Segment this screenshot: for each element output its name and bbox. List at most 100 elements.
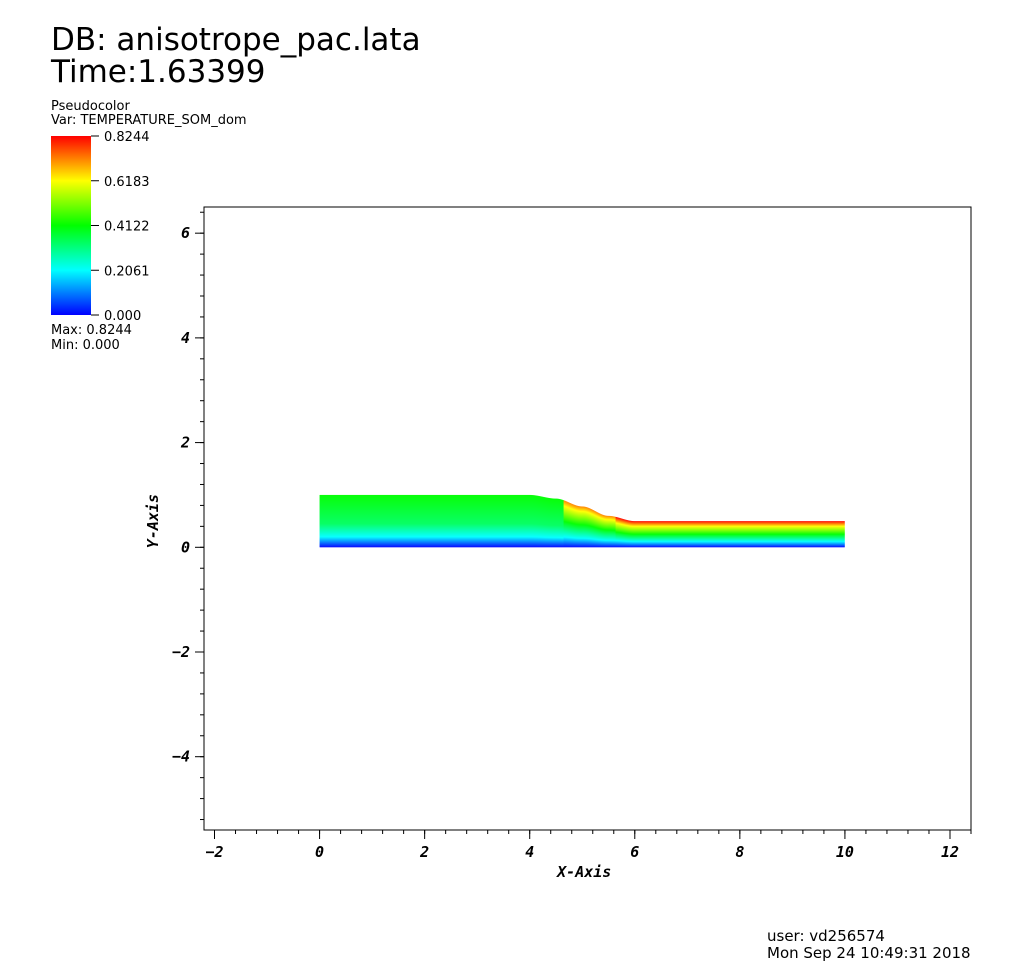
field-column xyxy=(807,521,809,548)
field-column xyxy=(568,502,570,548)
field-column xyxy=(735,521,737,548)
field-column xyxy=(758,521,760,548)
field-column xyxy=(469,494,471,548)
field-column xyxy=(785,521,787,548)
field-column xyxy=(602,514,604,548)
field-column xyxy=(775,521,777,548)
field-column xyxy=(808,521,810,548)
field-column xyxy=(351,494,353,548)
field-column xyxy=(387,494,389,548)
field-column xyxy=(549,498,551,548)
field-column xyxy=(609,515,611,548)
field-column xyxy=(463,494,465,548)
time-title: Time:1.63399 xyxy=(51,54,266,90)
field-column xyxy=(350,494,352,548)
field-column xyxy=(615,516,617,548)
legend-max: Max: 0.8244 xyxy=(51,323,132,338)
colorbar-tick-label: 0.2061 xyxy=(104,264,150,279)
field-column xyxy=(373,494,375,548)
field-column xyxy=(715,521,717,548)
field-column xyxy=(833,521,835,548)
field-column xyxy=(462,494,464,548)
field-column xyxy=(365,494,367,548)
field-column xyxy=(656,521,658,548)
field-column xyxy=(395,494,397,548)
field-column xyxy=(566,501,568,548)
field-column xyxy=(539,496,541,548)
field-column xyxy=(782,521,784,548)
field-column xyxy=(798,521,800,548)
field-column xyxy=(512,494,514,548)
field-column xyxy=(806,521,808,548)
field-column xyxy=(444,494,446,548)
legend-variable: Var: TEMPERATURE_SOM_dom xyxy=(51,113,247,128)
field-column xyxy=(674,521,676,548)
field-column xyxy=(339,494,341,548)
field-column xyxy=(738,521,740,548)
field-column xyxy=(650,521,652,548)
field-column xyxy=(637,521,639,548)
field-column xyxy=(696,521,698,548)
field-column xyxy=(346,494,348,548)
field-column xyxy=(552,498,554,548)
field-column xyxy=(654,521,656,548)
field-column xyxy=(504,494,506,548)
field-column xyxy=(398,494,400,548)
field-column xyxy=(582,506,584,548)
field-column xyxy=(714,521,716,548)
field-column xyxy=(447,494,449,548)
field-column xyxy=(840,521,842,548)
field-column xyxy=(667,521,669,548)
field-column xyxy=(419,494,421,548)
field-column xyxy=(770,521,772,548)
field-column xyxy=(437,494,439,548)
field-column xyxy=(542,496,544,548)
field-column xyxy=(672,521,674,548)
field-column xyxy=(628,520,630,548)
field-column xyxy=(378,494,380,548)
field-column xyxy=(820,521,822,548)
field-column xyxy=(824,521,826,548)
field-column xyxy=(370,494,372,548)
field-column xyxy=(384,494,386,548)
field-column xyxy=(349,494,351,548)
field-column xyxy=(766,521,768,548)
field-column xyxy=(812,521,814,548)
x-tick-label: −2 xyxy=(205,843,223,861)
field-column xyxy=(610,516,612,548)
field-column xyxy=(572,504,574,548)
field-column xyxy=(734,521,736,548)
field-column xyxy=(669,521,671,548)
field-column xyxy=(693,521,695,548)
field-column xyxy=(442,494,444,548)
field-column xyxy=(764,521,766,548)
field-column xyxy=(415,494,417,548)
field-column xyxy=(359,494,361,548)
field-column xyxy=(576,505,578,548)
field-column xyxy=(639,521,641,548)
field-column xyxy=(623,519,625,548)
field-column xyxy=(342,494,344,548)
field-column xyxy=(563,500,565,548)
field-column xyxy=(425,494,427,548)
field-column xyxy=(558,498,560,548)
field-column xyxy=(700,521,702,548)
field-column xyxy=(517,494,519,548)
field-column xyxy=(417,494,419,548)
field-column xyxy=(392,494,394,548)
field-column xyxy=(461,494,463,548)
field-column xyxy=(454,494,456,548)
field-column xyxy=(344,494,346,548)
field-column xyxy=(522,494,524,548)
field-column xyxy=(376,494,378,548)
field-column xyxy=(389,494,391,548)
field-column xyxy=(719,521,721,548)
field-column xyxy=(506,494,508,548)
field-column xyxy=(521,494,523,548)
field-column xyxy=(618,517,620,548)
field-column xyxy=(328,494,330,548)
field-column xyxy=(757,521,759,548)
field-column xyxy=(717,521,719,548)
field-column xyxy=(448,494,450,548)
field-column xyxy=(779,521,781,548)
